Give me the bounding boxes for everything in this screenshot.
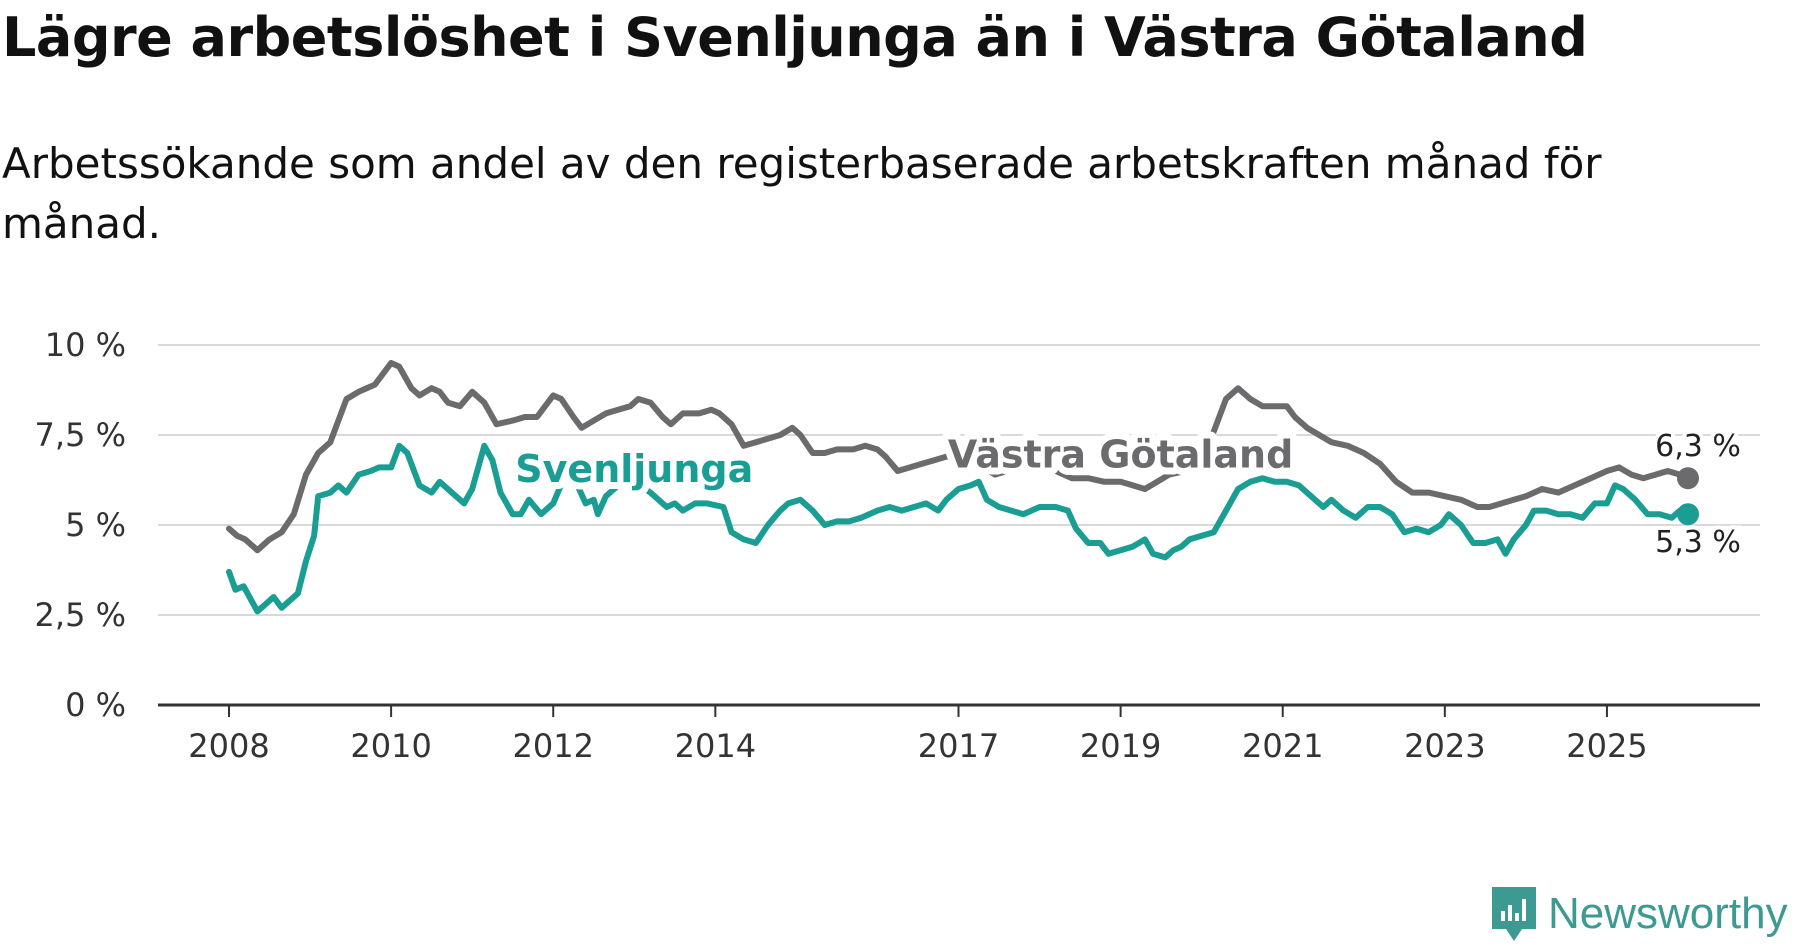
y-axis: 0 % 2,5 % 5 % 7,5 % 10 % [35, 326, 126, 724]
x-tick-label: 2025 [1566, 727, 1647, 765]
y-tick-label: 10 % [45, 326, 126, 364]
newsworthy-icon [1492, 887, 1536, 941]
series-labels: Svenljunga Västra Götaland 6,3 % 5,3 % [508, 425, 1745, 564]
end-value-label: 5,3 % [1655, 525, 1741, 560]
series-lines [226, 360, 1691, 615]
x-tick-label: 2012 [513, 727, 594, 765]
series-label: Västra Götaland [948, 432, 1293, 476]
x-tick-label: 2017 [918, 727, 999, 765]
newsworthy-logo: Newsworthy [1490, 885, 1788, 943]
chart-subtitle: Arbetssökande som andel av den registerb… [2, 139, 1602, 248]
series-line-vastra-gotaland [226, 360, 1691, 554]
x-tick-label: 2014 [675, 727, 756, 765]
x-tick-label: 2010 [350, 727, 431, 765]
brand-name: Newsworthy [1548, 889, 1788, 938]
end-value-label: 6,3 % [1655, 429, 1741, 464]
chart-title: Lägre arbetslöshet i Svenljunga än i Väs… [2, 6, 1588, 69]
end-point-dot [1677, 503, 1699, 526]
y-tick-label: 7,5 % [35, 416, 126, 454]
series-label: Svenljunga [515, 447, 753, 491]
gridlines [158, 344, 1760, 616]
x-tick-label: 2019 [1080, 727, 1161, 765]
series-line-svenljunga [226, 442, 1691, 615]
x-tick-label: 2021 [1242, 727, 1323, 765]
x-tick-label: 2023 [1404, 727, 1485, 765]
y-tick-label: 2,5 % [35, 596, 126, 634]
x-tick-label: 2008 [188, 727, 269, 765]
y-tick-label: 0 % [65, 686, 126, 724]
end-point-dot [1677, 467, 1699, 490]
x-axis: 2008 2010 2012 2014 2017 2019 2021 2023 2025 [158, 703, 1760, 765]
y-tick-label: 5 % [65, 506, 126, 544]
